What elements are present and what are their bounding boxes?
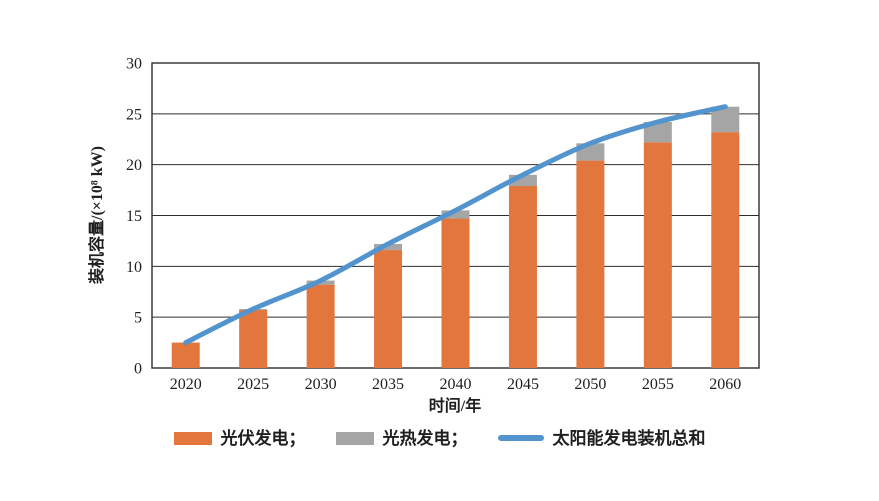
bar-pv-2055	[643, 142, 672, 368]
bar-pv-2020	[171, 342, 200, 368]
bar-pv-2040	[441, 218, 470, 368]
x-tick-label-2040: 2040	[440, 376, 472, 393]
x-tick-label-2020: 2020	[170, 376, 202, 393]
y-tick-label-0: 0	[134, 361, 142, 378]
bar-csp-2055	[643, 121, 672, 143]
bar-pv-2025	[239, 310, 268, 368]
csp-legend-label: 光热发电；	[382, 428, 468, 448]
bar-csp-2035	[374, 243, 403, 251]
y-tick-label-10: 10	[126, 259, 142, 276]
total-capacity-line	[183, 104, 728, 346]
y-tick-label-15: 15	[126, 208, 142, 225]
y-tick-label-20: 20	[126, 157, 142, 174]
y-tick-label-5: 5	[134, 310, 142, 327]
y-tick-label-30: 30	[126, 56, 142, 73]
bar-pv-2030	[306, 284, 335, 368]
x-tick-label-2060: 2060	[709, 376, 741, 393]
y-tick-label-25: 25	[126, 106, 142, 123]
x-tick-label-2050: 2050	[574, 376, 606, 393]
pv-legend-label: 光伏发电；	[220, 428, 306, 448]
x-tick-label-2030: 2030	[305, 376, 337, 393]
x-axis-title: 时间/年	[429, 396, 481, 415]
bar-pv-2060	[711, 132, 740, 368]
bar-pv-2035	[374, 250, 403, 368]
total-legend-label: 太阳能发电装机总和	[552, 428, 706, 448]
legend-item-csp: 光热发电；	[335, 428, 468, 448]
bar-csp-2040	[441, 210, 470, 219]
csp-color-swatch	[335, 431, 374, 445]
bar-pv-2045	[508, 186, 537, 368]
bar-pv-2050	[576, 160, 605, 368]
bar-csp-2045	[508, 174, 537, 187]
x-tick-label-2045: 2045	[507, 376, 539, 393]
legend-item-total-line: 太阳能发电装机总和	[497, 428, 706, 448]
total-line-swatch	[497, 435, 544, 441]
x-tick-label-2025: 2025	[237, 376, 269, 393]
x-tick-label-2055: 2055	[642, 376, 674, 393]
legend: 光伏发电； 光热发电； 太阳能发电装机总和	[0, 423, 879, 453]
x-tick-label-2035: 2035	[372, 376, 404, 393]
legend-item-pv: 光伏发电；	[173, 428, 306, 448]
pv-color-swatch	[173, 431, 212, 445]
y-axis-title: 装机容量/(×10⁸ kW)	[87, 146, 106, 285]
